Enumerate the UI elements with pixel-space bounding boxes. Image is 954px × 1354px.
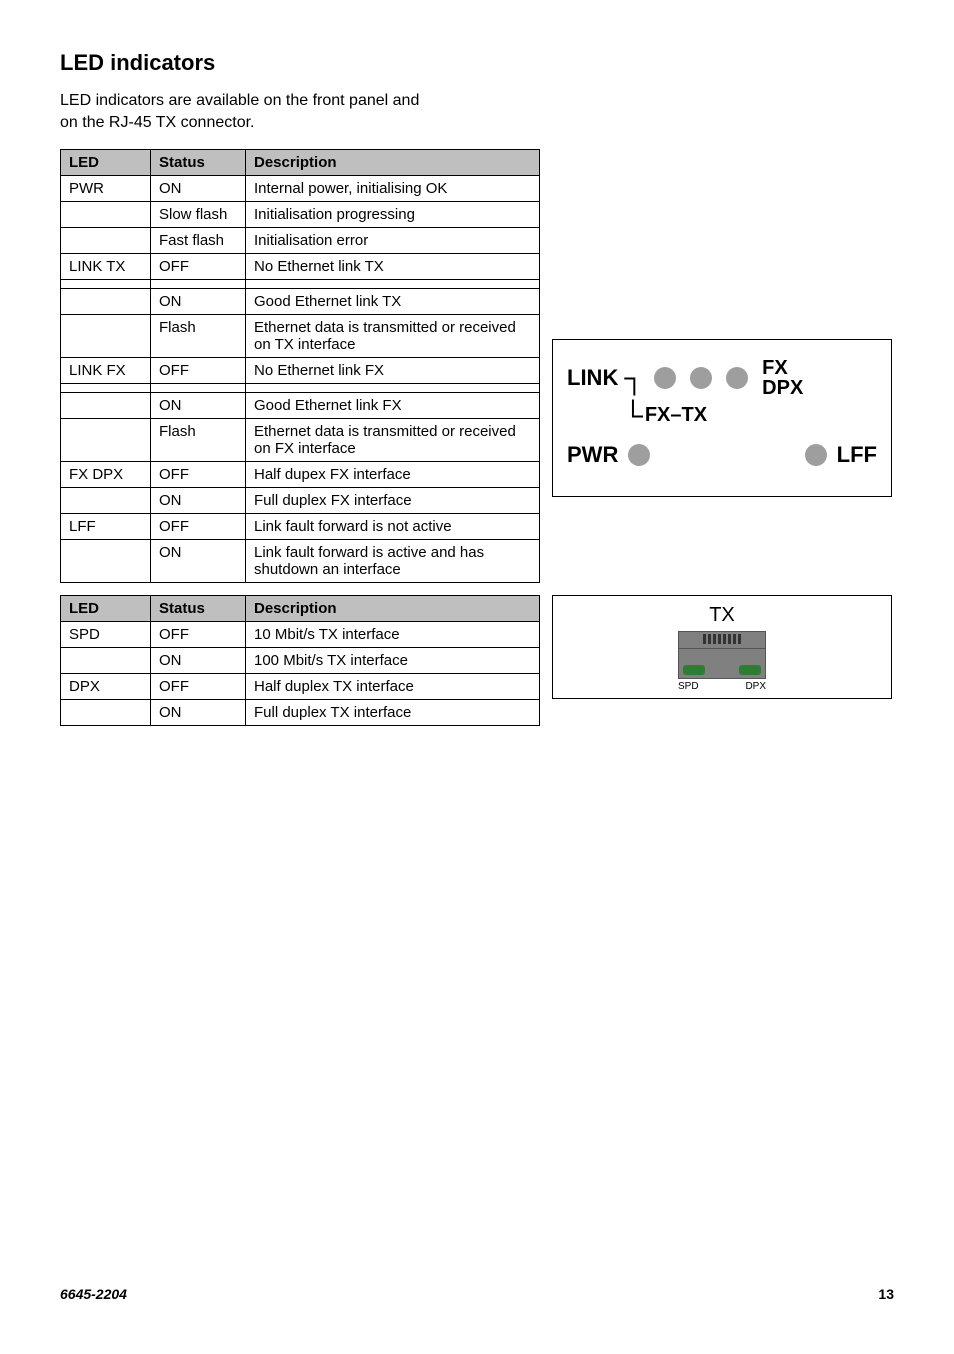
table-cell xyxy=(61,487,151,513)
table-cell: LINK FX xyxy=(61,357,151,383)
th-desc: Description xyxy=(246,149,540,175)
table-cell: LINK TX xyxy=(61,253,151,279)
led-diagram: LINK ┐ FX DPX └ FX–TX PWR LFF xyxy=(552,339,892,497)
table-cell: PWR xyxy=(61,175,151,201)
table-cell xyxy=(61,418,151,461)
table-cell: Half dupex FX interface xyxy=(246,461,540,487)
table-cell: ON xyxy=(151,487,246,513)
table-cell xyxy=(151,279,246,288)
led-dot-icon xyxy=(805,444,827,466)
table-cell xyxy=(61,314,151,357)
th-desc: Description xyxy=(246,595,540,621)
table-cell: Ethernet data is transmitted or received… xyxy=(246,418,540,461)
led-dot-icon xyxy=(654,367,676,389)
table-cell: OFF xyxy=(151,253,246,279)
doc-number: 6645-2204 xyxy=(60,1286,127,1302)
table-cell: OFF xyxy=(151,621,246,647)
table-cell: ON xyxy=(151,175,246,201)
table-cell xyxy=(61,201,151,227)
page-number: 13 xyxy=(878,1286,894,1302)
table-cell xyxy=(61,699,151,725)
diag-fxtx-label: FX–TX xyxy=(645,404,707,427)
table-cell: ON xyxy=(151,288,246,314)
table-cell: ON xyxy=(151,539,246,582)
table-cell: Initialisation progressing xyxy=(246,201,540,227)
table-cell xyxy=(61,279,151,288)
intro-line-1: LED indicators are available on the fron… xyxy=(60,92,419,109)
table-cell: OFF xyxy=(151,357,246,383)
table-cell: No Ethernet link TX xyxy=(246,253,540,279)
table-cell xyxy=(61,539,151,582)
table-cell: Link fault forward is active and has shu… xyxy=(246,539,540,582)
table-cell xyxy=(246,383,540,392)
page-title: LED indicators xyxy=(60,50,894,76)
intro-line-2: on the RJ-45 TX connector. xyxy=(60,114,254,131)
led-dot-icon xyxy=(628,444,650,466)
rj45-led-icon xyxy=(739,665,761,675)
table-cell: 100 Mbit/s TX interface xyxy=(246,647,540,673)
table-cell: OFF xyxy=(151,673,246,699)
table-cell: Fast flash xyxy=(151,227,246,253)
table-cell: Flash xyxy=(151,418,246,461)
led-secondary-table: LED Status Description SPDOFF 10 Mbit/s … xyxy=(60,595,540,726)
table-cell xyxy=(246,279,540,288)
tx-label: TX xyxy=(709,604,735,627)
th-led: LED xyxy=(61,595,151,621)
table-cell: SPD xyxy=(61,621,151,647)
rj45-led-icon xyxy=(683,665,705,675)
table-cell: LFF xyxy=(61,513,151,539)
tx-connector-diagram: TX SPD DPX xyxy=(552,595,892,699)
table-cell: No Ethernet link FX xyxy=(246,357,540,383)
diag-pwr-label: PWR xyxy=(567,442,618,468)
table-cell: Full duplex TX interface xyxy=(246,699,540,725)
table-cell: 10 Mbit/s TX interface xyxy=(246,621,540,647)
table-cell xyxy=(61,392,151,418)
table-cell: Full duplex FX interface xyxy=(246,487,540,513)
spd-label: SPD xyxy=(678,681,699,692)
table-cell xyxy=(61,227,151,253)
diag-link-label: LINK xyxy=(567,365,618,391)
led-dot-icon xyxy=(726,367,748,389)
diag-fx-label: FX xyxy=(762,358,803,378)
th-status: Status xyxy=(151,595,246,621)
table-cell: Slow flash xyxy=(151,201,246,227)
table-cell: Flash xyxy=(151,314,246,357)
table-cell: Half duplex TX interface xyxy=(246,673,540,699)
table-cell: OFF xyxy=(151,461,246,487)
dpx-label: DPX xyxy=(745,681,766,692)
table-cell: Initialisation error xyxy=(246,227,540,253)
led-dot-icon xyxy=(690,367,712,389)
table-cell: ON xyxy=(151,699,246,725)
table-cell: ON xyxy=(151,392,246,418)
intro-text: LED indicators are available on the fron… xyxy=(60,90,894,135)
table-cell: Good Ethernet link FX xyxy=(246,392,540,418)
table-cell: FX DPX xyxy=(61,461,151,487)
table-cell: Ethernet data is transmitted or received… xyxy=(246,314,540,357)
table-cell xyxy=(61,383,151,392)
table-cell: DPX xyxy=(61,673,151,699)
table-cell xyxy=(151,383,246,392)
table-cell xyxy=(61,288,151,314)
table-cell: OFF xyxy=(151,513,246,539)
diag-dpx-label: DPX xyxy=(762,378,803,398)
table-cell xyxy=(61,647,151,673)
table-cell: Internal power, initialising OK xyxy=(246,175,540,201)
th-status: Status xyxy=(151,149,246,175)
bracket-icon: └ xyxy=(623,400,643,432)
th-led: LED xyxy=(61,149,151,175)
table-cell: Good Ethernet link TX xyxy=(246,288,540,314)
table-cell: ON xyxy=(151,647,246,673)
page-footer: 6645-2204 13 xyxy=(60,1286,894,1302)
rj45-icon xyxy=(678,631,766,679)
led-main-table: LED Status Description PWRONInternal pow… xyxy=(60,149,540,583)
diag-lff-label: LFF xyxy=(837,442,877,468)
bracket-icon: ┐ xyxy=(624,362,644,394)
table-cell: Link fault forward is not active xyxy=(246,513,540,539)
